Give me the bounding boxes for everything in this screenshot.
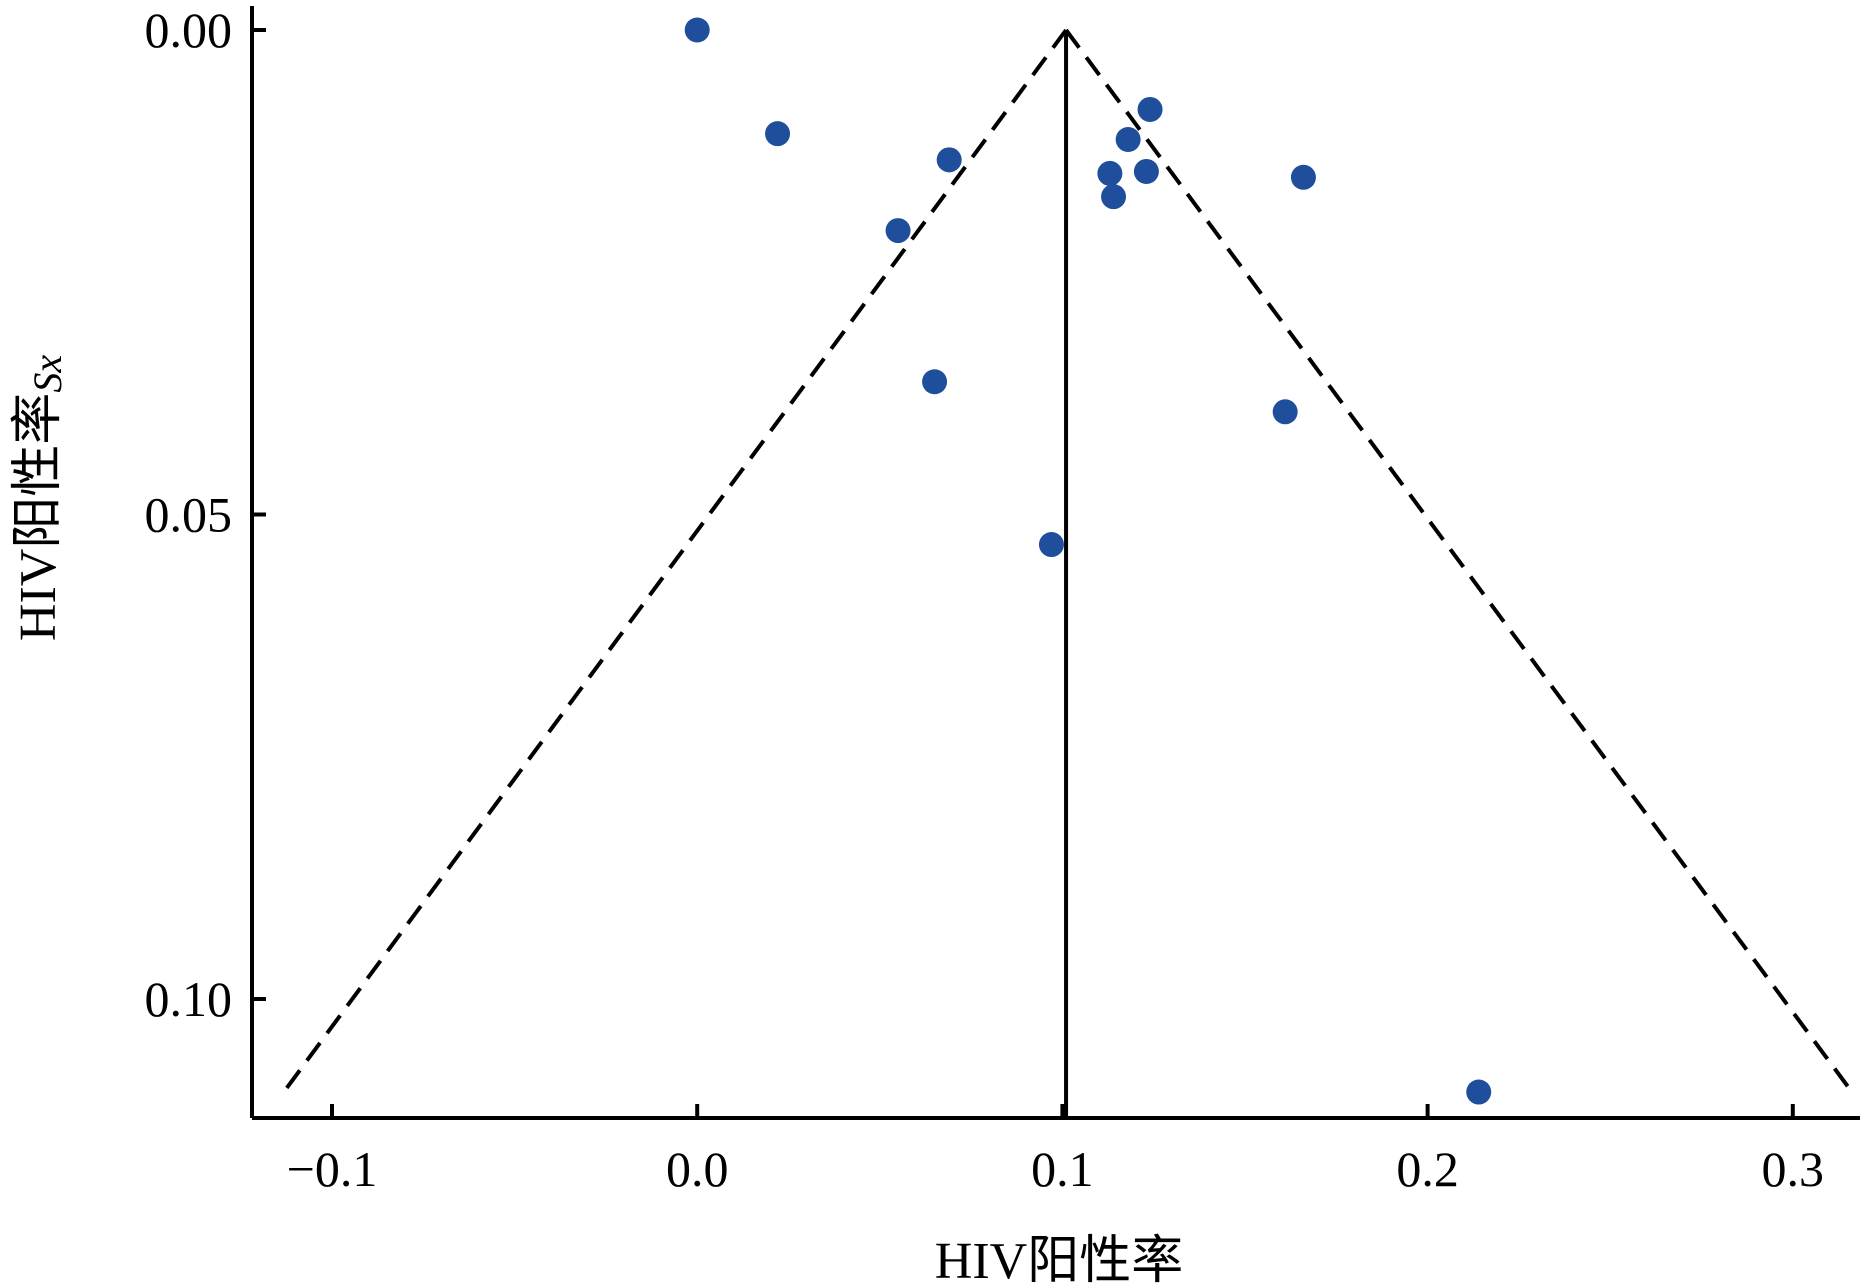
y-axis-title-main: HIV阳性率 [10, 393, 67, 641]
data-point [936, 147, 962, 173]
x-tick-label: 0.3 [1762, 1141, 1825, 1197]
data-point [885, 218, 911, 244]
axes: −0.1 0.0 0.1 0.2 0.3 0.00 0.05 0.10 [145, 2, 1860, 1197]
data-point [1038, 532, 1064, 558]
axis-labels: HIV阳性率 HIV阳性率Sx [10, 355, 1183, 1288]
funnel-right-boundary [1064, 28, 1853, 1093]
y-tick-label: 0.00 [145, 2, 233, 58]
funnel-lines [282, 28, 1853, 1118]
y-tick-label: 0.05 [145, 487, 233, 543]
y-axis-title: HIV阳性率Sx [10, 355, 70, 641]
data-point [922, 369, 948, 395]
y-tick-label: 0.10 [145, 971, 233, 1027]
data-point [1272, 399, 1298, 425]
x-tick-label: 0.0 [666, 1141, 729, 1197]
data-points [684, 17, 1492, 1105]
x-tick-label: 0.2 [1396, 1141, 1459, 1197]
data-point [1466, 1079, 1492, 1105]
data-point [1115, 126, 1141, 152]
funnel-left-boundary [282, 28, 1068, 1093]
x-axis-title: HIV阳性率 [935, 1233, 1183, 1283]
data-point [1101, 184, 1127, 210]
y-axis-title-subscript: Sx [25, 355, 70, 393]
data-point [684, 17, 710, 43]
data-point [1137, 96, 1163, 122]
data-point [1133, 158, 1159, 184]
data-point [1097, 160, 1123, 186]
x-tick-label: −0.1 [287, 1141, 378, 1197]
data-point [1290, 164, 1316, 190]
data-point [765, 121, 791, 147]
x-tick-label: 0.1 [1031, 1141, 1094, 1197]
